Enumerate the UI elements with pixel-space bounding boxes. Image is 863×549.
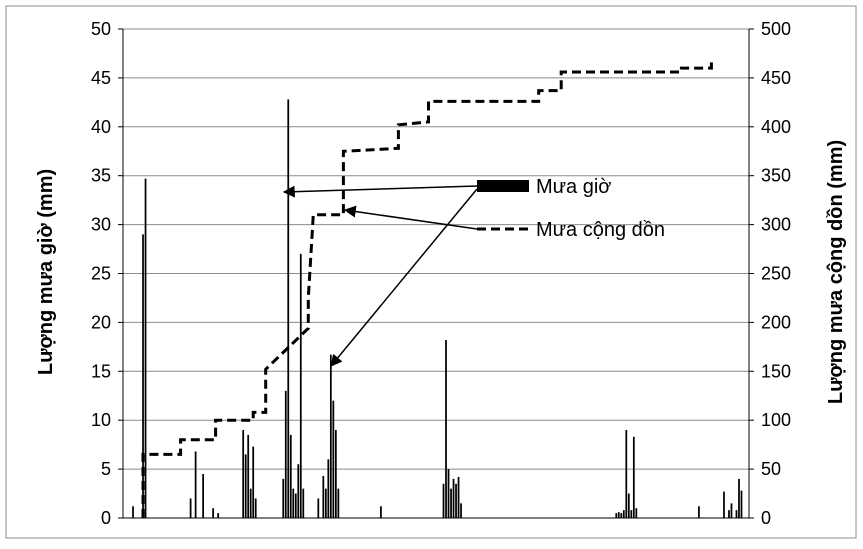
hourly-rain-bar	[460, 503, 462, 518]
hourly-rain-bar	[457, 476, 460, 518]
hourly-rain-bar	[730, 503, 733, 518]
right-tick-label: 100	[761, 410, 791, 430]
left-tick-label: 20	[91, 312, 111, 332]
left-tick-label: 10	[91, 410, 111, 430]
hourly-rain-bar	[322, 475, 325, 518]
hourly-rain-bar	[625, 429, 628, 518]
hourly-rain-bar	[297, 464, 300, 518]
left-tick-label: 15	[91, 361, 111, 381]
hourly-rain-bar	[452, 478, 455, 518]
right-tick-label: 300	[761, 215, 791, 235]
legend-arrow-cumulative	[343, 205, 478, 230]
right-tick-label: 250	[761, 264, 791, 284]
left-tick-label: 50	[91, 19, 111, 39]
hourly-rain-bar	[247, 434, 250, 518]
legend-label-hourly: Mưa giờ	[536, 176, 611, 198]
axes	[118, 28, 754, 519]
hourly-rain-bar	[282, 478, 285, 518]
left-tick-label: 5	[101, 459, 111, 479]
hourly-rain-bar	[327, 459, 330, 518]
legend-label-cumulative: Mưa cộng dồn	[536, 219, 665, 241]
legend-arrow-hourly-2	[330, 188, 478, 367]
hourly-rain-bar	[287, 99, 290, 518]
right-tick-label: 500	[761, 19, 791, 39]
hourly-rain-bar	[632, 436, 635, 518]
hourly-rain-bar	[142, 234, 144, 518]
hourly-rain-bar	[738, 478, 740, 518]
hourly-rain-bar	[380, 506, 382, 518]
hourly-rain-bar	[242, 429, 245, 518]
hourly-rain-bar	[324, 488, 327, 518]
cumulative-rain-line	[141, 58, 713, 518]
right-tick-label: 50	[761, 459, 781, 479]
hourly-rain-bar	[289, 434, 292, 518]
hourly-rain-bar	[442, 483, 445, 518]
left-tick-label: 25	[91, 264, 111, 284]
hourly-rain-bar	[334, 429, 337, 518]
hourly-rain-bar	[615, 513, 618, 518]
right-tick-label: 150	[761, 361, 791, 381]
hourly-rain-bar	[132, 506, 134, 518]
hourly-rain-bar	[630, 510, 633, 518]
hourly-rain-bar	[445, 340, 447, 518]
left-tick-label: 0	[101, 508, 111, 528]
left-tick-label: 40	[91, 117, 111, 137]
hourly-rain-bar	[249, 488, 252, 518]
hourly-rain-bar	[317, 498, 320, 518]
left-axis-title: Lượng mưa giờ (mm)	[35, 169, 57, 375]
hourly-rain-bar	[337, 488, 340, 518]
legend-swatch-hourly	[477, 180, 529, 192]
hourly-rain-bar	[635, 508, 638, 518]
chart-border	[5, 5, 857, 539]
hourly-rain-bar	[329, 354, 332, 518]
right-tick-label: 400	[761, 117, 791, 137]
hourly-rain-bar	[735, 510, 738, 518]
hourly-rain-bar	[450, 488, 452, 518]
hourly-rain-bar	[455, 483, 457, 518]
hourly-rain-bar	[332, 400, 335, 518]
hourly-rain-bar	[254, 498, 257, 518]
right-tick-label: 450	[761, 68, 791, 88]
hourly-rain-bar	[302, 488, 305, 518]
hourly-rain-bar	[627, 493, 630, 518]
hourly-rain-bar	[617, 512, 620, 518]
hourly-rain-bar	[284, 390, 287, 518]
hourly-rain-bar	[194, 451, 197, 518]
hourly-rain-bar	[723, 491, 725, 518]
legend-arrow-hourly-1	[282, 185, 478, 198]
legend: Mưa giờ Mưa cộng dồn	[282, 176, 665, 367]
hourly-rain-bar	[212, 508, 215, 518]
left-tick-label: 30	[91, 215, 111, 235]
hourly-rain-bar	[447, 469, 450, 518]
hourly-rain-bar	[189, 498, 192, 518]
hourly-rain-bar	[622, 510, 625, 518]
right-axis-title: Lượng mưa cộng dồn (mm)	[825, 140, 847, 404]
hourly-rain-bar	[144, 178, 147, 518]
hourly-rain-bar	[292, 488, 295, 518]
left-tick-label: 35	[91, 166, 111, 186]
hourly-rain-bar	[299, 253, 302, 518]
hourly-rain-bar	[217, 513, 220, 518]
right-tick-label: 350	[761, 166, 791, 186]
hourly-rain-bar	[740, 490, 743, 518]
hourly-rain-bar	[698, 506, 700, 518]
right-tick-labels: 0 50 100 150 200 250 300 350 400 450 500	[761, 19, 791, 528]
left-tick-label: 45	[91, 68, 111, 88]
right-tick-label: 200	[761, 312, 791, 332]
left-tick-labels: 0 5 10 15 20 25 30 35 40 45 50	[91, 19, 111, 528]
hourly-rain-bar	[294, 493, 297, 518]
hourly-rain-bar	[244, 454, 247, 518]
cumulative-rain-line-group	[141, 58, 713, 518]
hourly-rain-bar	[252, 446, 255, 518]
hourly-rain-bar	[620, 513, 623, 518]
right-tick-label: 0	[761, 508, 771, 528]
hourly-rain-bar	[728, 510, 730, 518]
hourly-rain-bar	[202, 473, 205, 518]
hourly-rain-bars	[132, 99, 743, 518]
